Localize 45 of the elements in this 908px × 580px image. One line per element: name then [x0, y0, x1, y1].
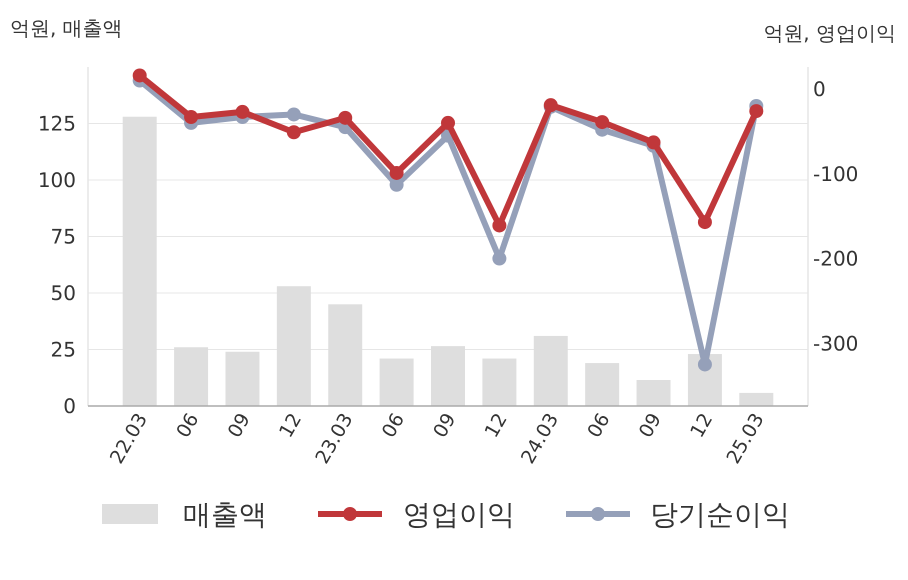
x-tick-label: 09 — [429, 410, 460, 442]
x-tick-label: 12 — [275, 410, 306, 442]
legend-label: 매출액 — [183, 498, 267, 531]
y-tick-label: 75 — [50, 224, 76, 248]
y-tick-label: 25 — [50, 338, 76, 362]
x-tick-label: 06 — [583, 410, 614, 442]
point — [338, 110, 352, 125]
point — [698, 357, 712, 372]
y2-tick-label: -100 — [813, 162, 858, 186]
point — [390, 178, 404, 192]
y2-tick-label: -300 — [813, 331, 858, 356]
point — [286, 107, 301, 122]
y-tick-label: 100 — [38, 168, 76, 192]
y2-tick-label: 0 — [813, 77, 826, 102]
point — [441, 116, 455, 130]
x-tick-label: 06 — [172, 410, 204, 442]
y-tick-label: 125 — [38, 112, 76, 136]
legend-label: 당기순이익 — [650, 498, 790, 531]
point — [286, 125, 301, 140]
bar — [636, 380, 671, 406]
point — [184, 110, 198, 124]
bar — [225, 352, 260, 406]
x-tick-label: 09 — [224, 410, 255, 442]
y-axis-title: 억원, 매출액 — [10, 16, 123, 40]
point — [646, 135, 661, 150]
x-tick-label: 12 — [686, 410, 718, 442]
bar — [482, 358, 516, 406]
x-tick-label: 12 — [480, 410, 512, 442]
x-tick-label: 06 — [378, 410, 409, 442]
legend-label: 영업이익 — [403, 498, 515, 531]
point — [492, 252, 506, 266]
point — [698, 215, 712, 230]
point — [595, 115, 610, 130]
bar — [380, 358, 414, 406]
bar — [739, 392, 774, 406]
point — [749, 104, 764, 118]
y-tick-label: 0 — [63, 394, 76, 418]
point — [390, 166, 404, 180]
point — [132, 68, 147, 82]
x-tick-label: 09 — [634, 410, 666, 442]
y2-axis-title: 억원, 영업이익 — [763, 21, 896, 45]
y-tick-label: 50 — [50, 281, 76, 305]
y2-tick-label: -200 — [813, 246, 858, 271]
bar — [585, 363, 620, 406]
point — [235, 104, 250, 119]
